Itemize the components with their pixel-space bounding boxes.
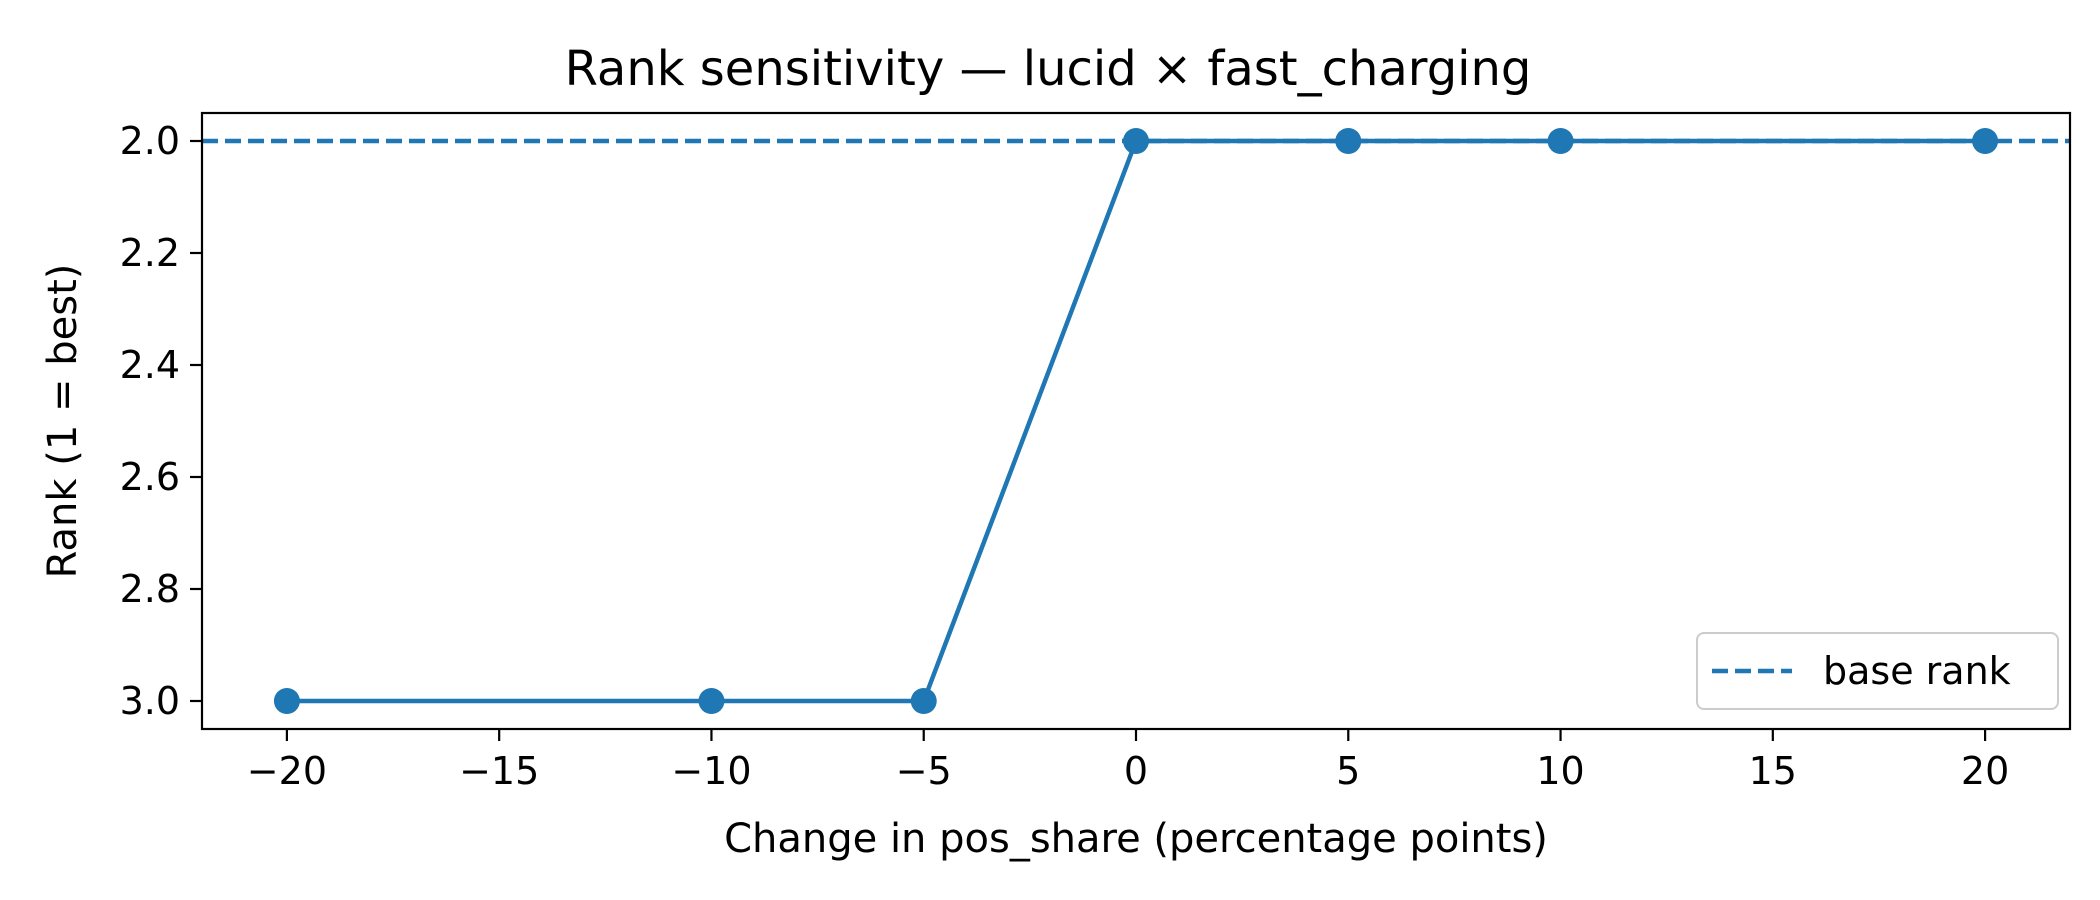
data-point	[1123, 128, 1149, 154]
legend-frame	[1696, 632, 2059, 710]
legend: base rank	[1696, 632, 2059, 710]
x-tick-label: −20	[247, 749, 327, 793]
chart-title: Rank sensitivity — lucid × fast_charging	[565, 41, 1532, 97]
series-line	[286, 138, 1986, 704]
y-tick-label: 2.4	[120, 343, 180, 387]
x-tick-label: −10	[671, 749, 751, 793]
data-point	[273, 688, 300, 714]
data-point	[698, 688, 725, 714]
y-tick-label: 2.2	[120, 231, 180, 275]
x-axis-label: Change in pos_share (percentage points)	[724, 816, 1548, 862]
x-tick-label: 20	[1961, 749, 2009, 793]
x-axis: −20 −15 −10 −5 0 5 10 15 20	[247, 729, 2009, 793]
legend-label-base-rank: base rank	[1823, 649, 2011, 693]
data-point	[1547, 128, 1574, 154]
y-tick-label: 2.6	[120, 455, 180, 499]
x-tick-label: 0	[1124, 749, 1148, 793]
x-tick-label: 5	[1336, 749, 1360, 793]
y-axis-label: Rank (1 = best)	[40, 264, 86, 579]
x-tick-label: −5	[896, 749, 952, 793]
series-layer	[273, 128, 1999, 714]
data-point	[1335, 128, 1362, 154]
data-point	[1972, 128, 1999, 154]
y-tick-label: 2.8	[120, 567, 180, 611]
y-axis: 2.0 2.2 2.4 2.6 2.8 3.0	[120, 119, 202, 723]
x-tick-label: −15	[459, 749, 539, 793]
y-tick-label: 2.0	[120, 119, 180, 163]
x-tick-label: 15	[1749, 749, 1797, 793]
x-tick-label: 10	[1536, 749, 1584, 793]
y-tick-label: 3.0	[120, 679, 180, 723]
data-point	[910, 688, 937, 714]
